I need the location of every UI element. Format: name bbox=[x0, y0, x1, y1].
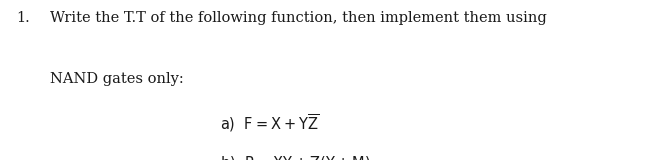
Text: a)  $\mathrm{F = X + Y\overline{Z}}$: a) $\mathrm{F = X + Y\overline{Z}}$ bbox=[220, 112, 320, 134]
Text: Write the T.T of the following function, then implement them using: Write the T.T of the following function,… bbox=[50, 11, 547, 25]
Text: b)  $\mathrm{R = XY + Z(Y + M)}$: b) $\mathrm{R = XY + Z(Y + M)}$ bbox=[220, 154, 371, 160]
Text: NAND gates only:: NAND gates only: bbox=[50, 72, 184, 86]
Text: 1.: 1. bbox=[17, 11, 31, 25]
